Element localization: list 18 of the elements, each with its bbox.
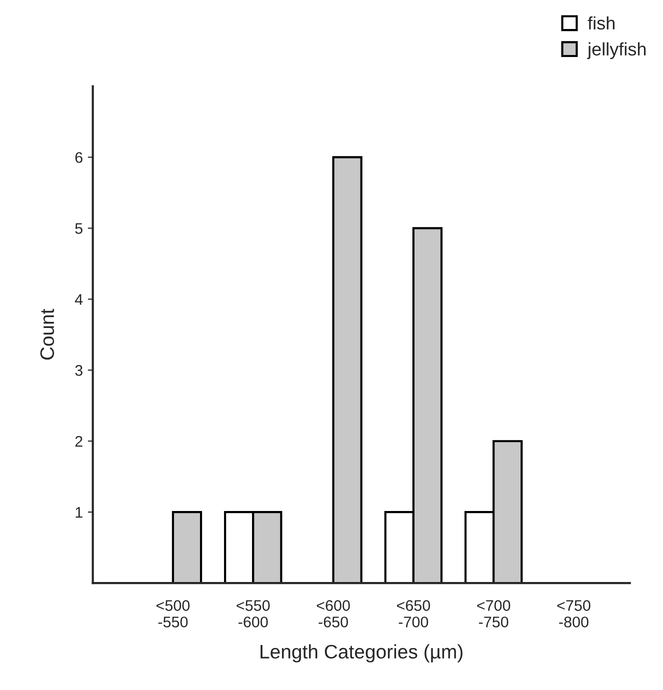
bar — [172, 511, 202, 584]
x-tick-label: <650 -700 — [396, 600, 430, 628]
x-tick-label: <500 -550 — [156, 600, 190, 628]
y-tick-label: 2 — [75, 436, 82, 447]
y-tick-label: 3 — [75, 365, 82, 376]
legend-label: fish — [588, 16, 614, 30]
x-axis-title: Length Categories (µm) — [260, 644, 462, 662]
bar — [332, 156, 362, 584]
y-tick-label: 6 — [75, 152, 82, 163]
x-tick-label: <750 -800 — [557, 600, 590, 628]
y-tick-label: 5 — [75, 223, 82, 234]
x-tick-label: <600 -650 — [316, 600, 350, 628]
x-tick-label: <700 -750 — [477, 600, 510, 628]
y-tick-label: 4 — [74, 294, 83, 305]
x-tick-label: <550 -600 — [236, 600, 270, 628]
y-tick-label: 1 — [76, 507, 82, 518]
y-axis-title: Count — [40, 308, 54, 360]
legend-label: jellyfish — [587, 42, 646, 60]
